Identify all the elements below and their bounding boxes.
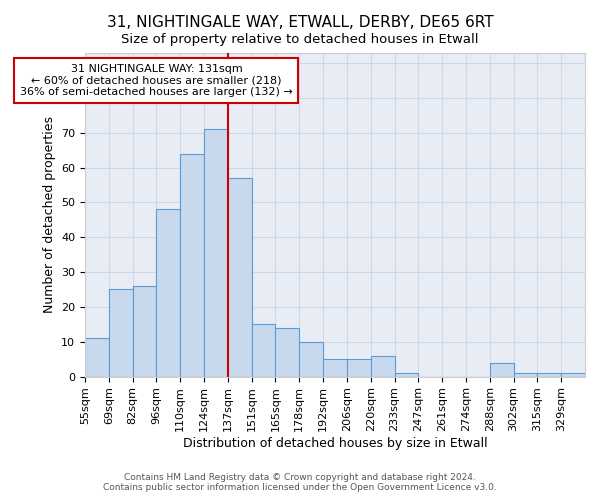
Bar <box>490 362 514 376</box>
X-axis label: Distribution of detached houses by size in Etwall: Distribution of detached houses by size … <box>182 437 487 450</box>
Bar <box>228 178 251 376</box>
Bar <box>204 129 228 376</box>
Bar <box>371 356 395 376</box>
Bar <box>180 154 204 376</box>
Text: Size of property relative to detached houses in Etwall: Size of property relative to detached ho… <box>121 32 479 46</box>
Text: Contains HM Land Registry data © Crown copyright and database right 2024.
Contai: Contains HM Land Registry data © Crown c… <box>103 473 497 492</box>
Text: 31, NIGHTINGALE WAY, ETWALL, DERBY, DE65 6RT: 31, NIGHTINGALE WAY, ETWALL, DERBY, DE65… <box>107 15 493 30</box>
Bar <box>157 210 180 376</box>
Bar <box>299 342 323 376</box>
Text: 31 NIGHTINGALE WAY: 131sqm
← 60% of detached houses are smaller (218)
36% of sem: 31 NIGHTINGALE WAY: 131sqm ← 60% of deta… <box>20 64 293 97</box>
Bar <box>347 359 371 376</box>
Bar <box>538 373 561 376</box>
Bar <box>275 328 299 376</box>
Bar <box>514 373 538 376</box>
Bar <box>561 373 585 376</box>
Bar <box>133 286 157 376</box>
Bar <box>251 324 275 376</box>
Bar <box>109 290 133 376</box>
Bar <box>85 338 109 376</box>
Bar <box>323 359 347 376</box>
Bar <box>395 373 418 376</box>
Y-axis label: Number of detached properties: Number of detached properties <box>43 116 56 313</box>
